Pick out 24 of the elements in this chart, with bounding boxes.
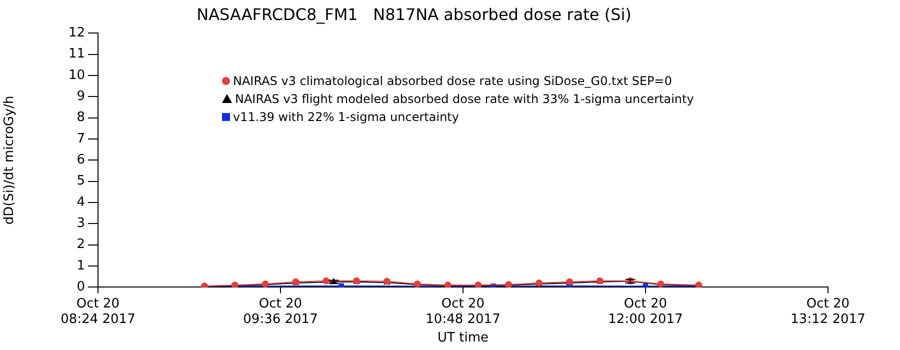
y-tick-label: 7 bbox=[76, 131, 85, 146]
y-tick-label: 2 bbox=[76, 237, 85, 252]
chart-title: NASAAFRCDC8_FM1 N817NA absorbed dose rate (Si) bbox=[196, 4, 632, 24]
x-tick-label: Oct 20 08:24 2017 bbox=[60, 296, 136, 327]
legend-label: v11.39 with 22% 1-sigma uncertainty bbox=[233, 110, 459, 124]
y-axis-title: dD(Si)/dt microGy/h bbox=[2, 96, 18, 225]
x-axis-title: UT time bbox=[438, 330, 488, 346]
x-tick-label: Oct 20 09:36 2017 bbox=[243, 296, 318, 327]
y-tick-label: 4 bbox=[76, 194, 85, 210]
legend-label: NAIRAS v3 climatological absorbed dose rate using SiDose_G0.txt SEP=0 bbox=[233, 74, 672, 88]
y-tick-label: 5 bbox=[76, 174, 85, 189]
x-tick-label: Oct 20 13:12 2017 bbox=[790, 296, 866, 327]
y-tick-label: 12 bbox=[68, 26, 85, 41]
y-tick-label: 8 bbox=[76, 110, 85, 126]
y-tick-label: 10 bbox=[68, 68, 85, 83]
x-tick-label: Oct 20 12:00 2017 bbox=[608, 296, 683, 327]
y-tick-label: 0 bbox=[76, 280, 85, 295]
y-tick-label: 11 bbox=[68, 46, 85, 62]
legend-label: NAIRAS v3 flight modeled absorbed dose rate with 33% 1-sigma uncertainty bbox=[235, 92, 694, 106]
x-tick-label: Oct 20 10:48 2017 bbox=[426, 296, 500, 327]
y-tick-label: 3 bbox=[76, 216, 85, 232]
y-tick-label: 6 bbox=[76, 152, 85, 168]
y-tick-label: 9 bbox=[76, 89, 85, 104]
y-tick-label: 1 bbox=[76, 258, 85, 274]
